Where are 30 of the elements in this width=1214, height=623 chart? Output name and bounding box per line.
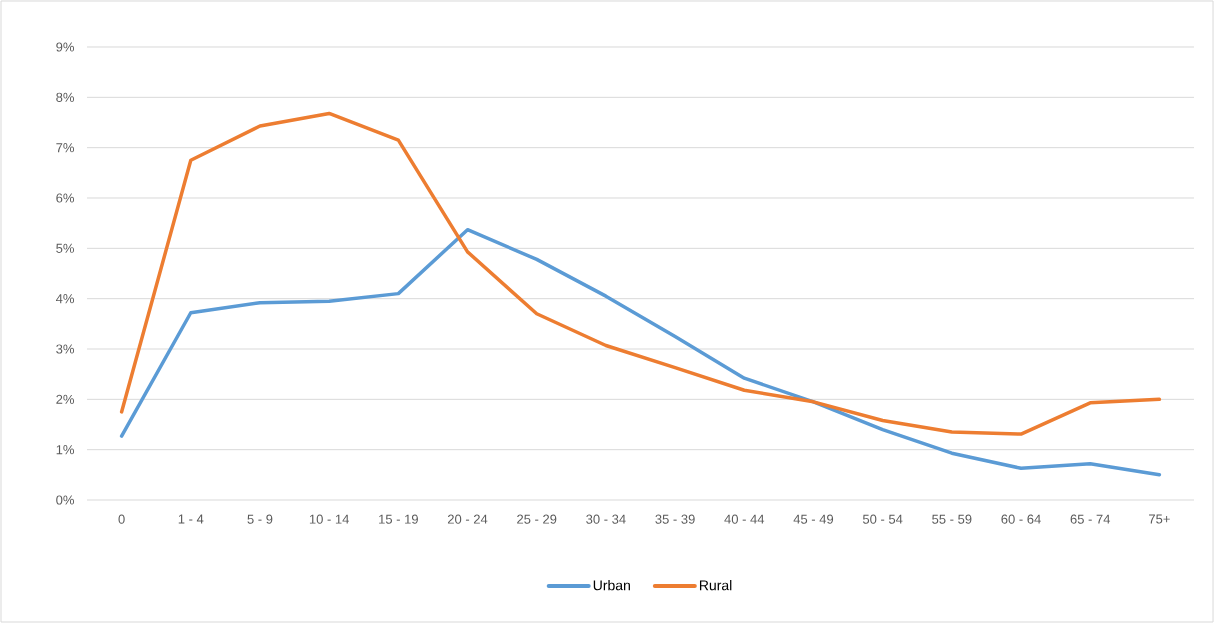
y-tick-label: 6% — [56, 193, 74, 203]
x-tick-label: 5 - 9 — [247, 514, 273, 524]
y-tick-label: 4% — [55, 294, 74, 304]
legend-label: Urban — [593, 580, 630, 591]
x-tick-label: 15 - 19 — [379, 514, 418, 524]
x-tick-label: 60 - 64 — [1001, 514, 1041, 524]
x-tick-label: 65 - 74 — [1070, 514, 1111, 524]
x-tick-label: 35 - 39 — [655, 514, 695, 524]
y-tick-label: 2% — [56, 394, 74, 404]
x-tick-label: 75+ — [1149, 514, 1170, 524]
x-tick-label: 1 - 4 — [178, 514, 204, 524]
x-tick-label: 40 - 44 — [724, 514, 765, 524]
y-tick-label: 7% — [56, 143, 74, 153]
x-tick-label: 10 - 14 — [309, 514, 349, 524]
x-tick-label: 55 - 59 — [932, 514, 972, 524]
x-tick-label: 0 — [118, 514, 125, 524]
x-tick-label: 25 - 29 — [517, 514, 557, 524]
x-tick-label: 30 - 34 — [586, 514, 626, 524]
line-series — [119, 111, 1162, 436]
y-tick-label: 0% — [56, 495, 74, 505]
x-tick-label: 50 - 54 — [862, 514, 903, 524]
y-tick-label: 5% — [56, 243, 74, 253]
y-tick-label: 9% — [56, 42, 74, 52]
x-tick-label: 20 - 24 — [447, 514, 488, 524]
legend-label: Rural — [699, 580, 732, 591]
x-tick-label: 45 - 49 — [793, 514, 834, 524]
y-tick-label: 3% — [56, 344, 74, 354]
y-tick-label: 1% — [56, 445, 74, 455]
line-series — [119, 227, 1162, 477]
y-tick-label: 8% — [56, 92, 74, 102]
